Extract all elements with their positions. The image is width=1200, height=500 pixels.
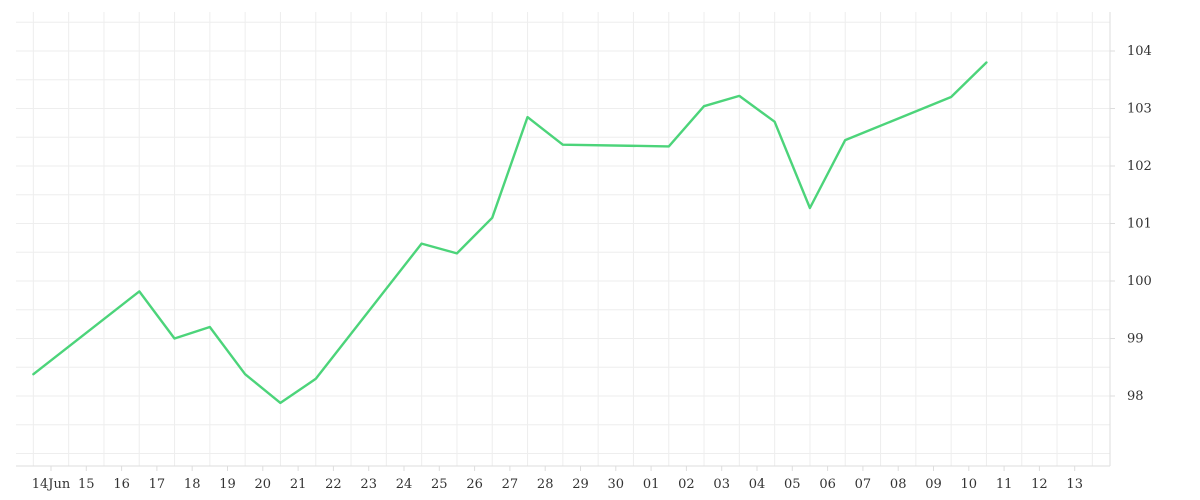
x-tick-label: 01: [643, 477, 660, 492]
y-tick-label: 102: [1127, 159, 1152, 174]
x-tick-label: 23: [360, 477, 377, 492]
y-tick-label: 104: [1127, 44, 1152, 59]
x-tick-label: 19: [219, 477, 236, 492]
y-tick-label: 99: [1127, 332, 1144, 347]
x-tick-label: 14Jun: [32, 477, 71, 492]
x-tick-label: 17: [149, 477, 166, 492]
x-tick-label: 10: [961, 477, 978, 492]
x-tick-label: 27: [502, 477, 519, 492]
x-tick-label: 09: [925, 477, 942, 492]
x-tick-label: 07: [855, 477, 872, 492]
x-tick-label: 06: [819, 477, 836, 492]
x-tick-label: 12: [1031, 477, 1048, 492]
x-tick-label: 18: [184, 477, 201, 492]
x-tick-label: 20: [255, 477, 272, 492]
x-tick-label: 04: [749, 477, 766, 492]
x-tick-label: 22: [325, 477, 342, 492]
x-tick-label: 05: [784, 477, 801, 492]
y-tick-label: 98: [1127, 389, 1144, 404]
y-tick-label: 101: [1127, 217, 1152, 232]
x-tick-label: 30: [608, 477, 625, 492]
x-tick-label: 28: [537, 477, 554, 492]
x-tick-label: 24: [396, 477, 413, 492]
x-tick-label: 25: [431, 477, 448, 492]
x-tick-label: 02: [678, 477, 695, 492]
y-tick-label: 100: [1127, 274, 1152, 289]
x-tick-label: 21: [290, 477, 307, 492]
x-tick-label: 26: [466, 477, 483, 492]
x-tick-label: 11: [996, 477, 1013, 492]
x-tick-label: 13: [1066, 477, 1083, 492]
x-tick-label: 15: [78, 477, 95, 492]
x-tick-label: 16: [113, 477, 130, 492]
series-line-0: [32, 61, 988, 405]
x-tick-label: 03: [713, 477, 730, 492]
x-tick-label: 29: [572, 477, 589, 492]
y-tick-label: 103: [1127, 102, 1152, 117]
x-tick-label: 08: [890, 477, 907, 492]
